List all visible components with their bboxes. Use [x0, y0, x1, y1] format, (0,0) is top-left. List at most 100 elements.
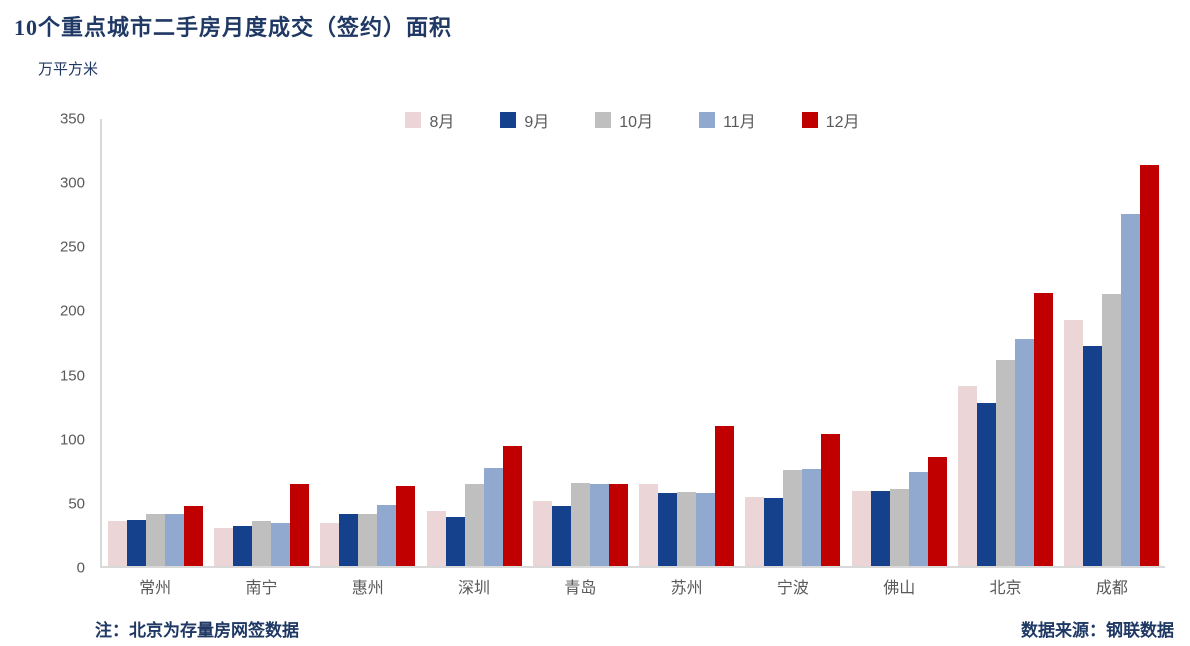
- bar-佛山-12月: [927, 457, 947, 566]
- x-axis-category-label: 青岛: [564, 580, 597, 597]
- bar-宁波-11月: [802, 468, 822, 566]
- legend-swatch-icon: [595, 112, 612, 128]
- bar-成都-12月: [1140, 164, 1160, 566]
- x-axis-category-label: 深圳: [458, 580, 491, 597]
- bar-深圳-9月: [445, 517, 465, 566]
- legend-item-12月: 12月: [801, 108, 860, 132]
- bar-佛山-11月: [908, 471, 928, 566]
- bar-group-佛山: 佛山: [846, 119, 952, 597]
- page-title: 10个重点城市二手房月度成交（签约）面积: [14, 15, 453, 40]
- bar-group-青岛: 青岛: [527, 119, 633, 597]
- data-source: 数据来源：钢联数据: [1021, 621, 1174, 640]
- bar-南宁-8月: [213, 527, 233, 566]
- bar-南宁-11月: [270, 522, 290, 566]
- legend-label: 11月: [723, 114, 756, 131]
- y-axis: 0 50 100 150 200 250 300 350: [40, 111, 95, 577]
- bar-北京-8月: [958, 385, 978, 566]
- bar-group-宁波: 宁波: [740, 119, 846, 597]
- bar-group-苏州: 苏州: [633, 119, 739, 597]
- bar-group-北京: 北京: [952, 119, 1058, 597]
- bar-苏州-10月: [677, 491, 697, 566]
- y-axis-unit-label: 万平方米: [38, 62, 99, 78]
- bar-北京-11月: [1015, 338, 1035, 566]
- bar-南宁-10月: [251, 521, 271, 566]
- bar-佛山-10月: [889, 489, 909, 566]
- bar-苏州-12月: [715, 425, 735, 566]
- legend-swatch-icon: [500, 112, 517, 128]
- bar-苏州-9月: [658, 493, 678, 566]
- x-axis-category-label: 惠州: [351, 580, 384, 597]
- bar-佛山-9月: [870, 490, 890, 566]
- y-axis-tick-label: 150: [59, 367, 85, 385]
- legend-swatch-icon: [801, 112, 818, 128]
- bar-南宁-12月: [289, 484, 309, 566]
- bar-深圳-12月: [502, 445, 522, 566]
- bar-group-常州: 常州: [102, 119, 208, 597]
- bar-青岛-9月: [551, 505, 571, 566]
- bar-常州-12月: [183, 505, 203, 566]
- bar-宁波-10月: [783, 470, 803, 566]
- bar-group-惠州: 惠州: [315, 119, 421, 597]
- bar-青岛-12月: [608, 484, 628, 566]
- bar-group-成都: 成都: [1059, 119, 1165, 597]
- y-axis-tick-label: 0: [76, 559, 85, 577]
- x-axis-category-label: 常州: [139, 580, 172, 597]
- bar-惠州-11月: [377, 504, 397, 566]
- bar-深圳-10月: [464, 484, 484, 566]
- bar-常州-9月: [126, 520, 146, 566]
- bar-佛山-8月: [851, 490, 871, 566]
- bar-惠州-12月: [396, 485, 416, 566]
- bar-苏州-11月: [696, 493, 716, 566]
- bar-group-深圳: 深圳: [421, 119, 527, 597]
- bar-惠州-10月: [358, 513, 378, 566]
- y-axis-tick-label: 300: [59, 174, 85, 192]
- bar-北京-9月: [977, 402, 997, 566]
- legend-label: 12月: [825, 114, 860, 131]
- bar-成都-8月: [1064, 319, 1084, 566]
- bar-深圳-11月: [483, 467, 503, 566]
- bar-青岛-10月: [570, 483, 590, 566]
- legend-label: 8月: [429, 114, 455, 131]
- bar-苏州-8月: [639, 484, 659, 566]
- bar-常州-11月: [164, 513, 184, 566]
- x-axis-category-label: 成都: [1095, 580, 1128, 597]
- x-axis-category-label: 佛山: [883, 580, 916, 597]
- bar-青岛-11月: [589, 484, 609, 566]
- bar-宁波-12月: [821, 434, 841, 566]
- legend-item-9月: 9月: [500, 108, 549, 132]
- y-axis-tick-label: 50: [68, 495, 85, 513]
- x-axis-category-label: 南宁: [245, 580, 278, 597]
- y-axis-tick-label: 350: [59, 110, 85, 128]
- bar-成都-9月: [1083, 346, 1103, 566]
- footnote: 注：北京为存量房网签数据: [95, 621, 299, 640]
- bar-深圳-8月: [426, 511, 446, 566]
- bar-常州-10月: [145, 513, 165, 566]
- y-axis-tick-label: 200: [59, 302, 85, 320]
- x-axis-category-label: 宁波: [776, 580, 809, 597]
- legend-item-11月: 11月: [699, 108, 756, 132]
- legend-label: 10月: [619, 114, 654, 131]
- bar-惠州-9月: [339, 513, 359, 566]
- legend-swatch-icon: [699, 112, 716, 128]
- x-axis-category-label: 北京: [989, 580, 1022, 597]
- x-axis-category-label: 苏州: [670, 580, 703, 597]
- bar-北京-10月: [996, 360, 1016, 566]
- bar-青岛-8月: [532, 500, 552, 566]
- bar-惠州-8月: [320, 522, 340, 566]
- legend-item-10月: 10月: [595, 108, 653, 132]
- y-axis-tick-label: 100: [59, 431, 85, 449]
- legend-label: 9月: [524, 114, 550, 131]
- legend-item-8月: 8月: [405, 108, 454, 132]
- bar-group-南宁: 南宁: [208, 119, 314, 597]
- bar-宁波-8月: [745, 497, 765, 566]
- y-axis-tick-label: 250: [59, 238, 85, 256]
- bar-南宁-9月: [232, 526, 252, 566]
- bar-常州-8月: [107, 521, 127, 566]
- bar-北京-12月: [1034, 292, 1054, 566]
- plot-area: 常州 南宁 惠州 深圳 青岛 苏州 宁波 佛山 北京 成都: [100, 119, 1165, 597]
- bar-成都-11月: [1121, 213, 1141, 566]
- chart-legend: 8月 9月 10月 11月 12月: [100, 108, 1165, 132]
- legend-swatch-icon: [405, 112, 422, 128]
- bar-成都-10月: [1102, 293, 1122, 566]
- bar-宁波-9月: [764, 498, 784, 566]
